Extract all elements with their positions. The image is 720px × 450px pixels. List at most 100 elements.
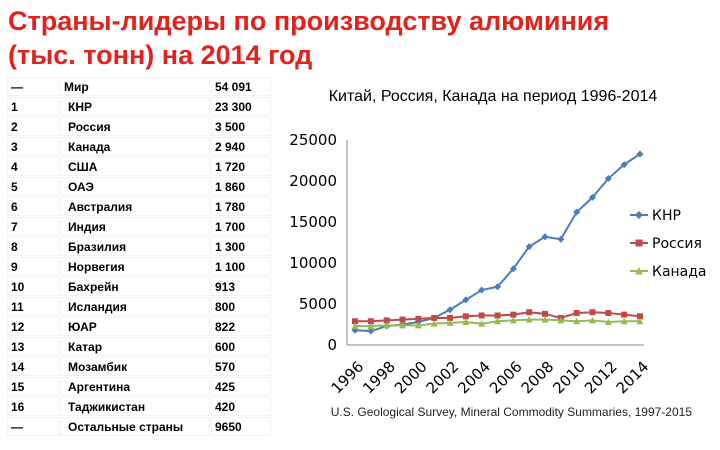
data-point-1 bbox=[478, 312, 485, 319]
legend-marker-1 bbox=[635, 239, 643, 247]
country-cell: Бахрейн bbox=[59, 276, 211, 297]
data-point-0 bbox=[620, 161, 628, 169]
x-tick-label: 1998 bbox=[359, 358, 399, 395]
data-point-1 bbox=[383, 317, 390, 324]
country-cell: Канада bbox=[59, 136, 211, 157]
country-cell: Мир bbox=[59, 76, 211, 97]
data-point-1 bbox=[399, 316, 406, 323]
rank-cell: — bbox=[6, 76, 60, 97]
table-row: 4 США 1 720 bbox=[6, 156, 272, 177]
country-cell: Бразилия bbox=[59, 236, 211, 257]
table-row: 16 Таджикистан 420 bbox=[6, 396, 272, 417]
rank-cell: 15 bbox=[6, 376, 60, 397]
data-point-0 bbox=[525, 243, 533, 251]
country-cell: Норвегия bbox=[59, 256, 211, 277]
table-row: 1 КНР 23 300 bbox=[6, 96, 272, 117]
rank-cell: 11 bbox=[6, 296, 60, 317]
data-point-0 bbox=[446, 306, 454, 314]
data-point-2 bbox=[573, 317, 581, 325]
page-title-line-2: (тыс. тонн) на 2014 год bbox=[8, 40, 313, 70]
value-cell: 913 bbox=[210, 276, 272, 297]
data-point-2 bbox=[414, 321, 422, 329]
legend-label-1: Россия bbox=[652, 236, 702, 252]
table-row: 10 Бахрейн 913 bbox=[6, 276, 272, 297]
value-cell: 570 bbox=[210, 356, 272, 377]
data-point-2 bbox=[351, 322, 359, 330]
country-cell: США bbox=[59, 156, 211, 177]
data-point-1 bbox=[621, 311, 628, 318]
value-cell: 800 bbox=[210, 296, 272, 317]
production-ranking-body: — Мир 54 091 1 КНР 23 300 2 Россия 3 500 3 Канада 2… bbox=[6, 76, 272, 437]
table-row: 9 Норвегия 1 100 bbox=[6, 256, 272, 277]
legend-marker-0 bbox=[635, 211, 643, 219]
data-point-0 bbox=[367, 327, 375, 335]
data-point-2 bbox=[636, 317, 644, 325]
data-point-1 bbox=[431, 314, 438, 321]
data-point-1 bbox=[510, 311, 517, 318]
data-point-1 bbox=[352, 318, 358, 325]
country-cell: ОАЭ bbox=[59, 176, 211, 197]
rank-cell: 2 bbox=[6, 116, 60, 137]
data-point-2 bbox=[589, 316, 596, 324]
rank-cell: 9 bbox=[6, 256, 60, 277]
rank-cell: 5 bbox=[6, 176, 60, 197]
y-tick-label: 10000 bbox=[290, 254, 337, 272]
rank-cell: 4 bbox=[6, 156, 60, 177]
x-tick-label: 2000 bbox=[391, 358, 431, 395]
table-row: 7 Индия 1 700 bbox=[6, 216, 272, 237]
table-row: 3 Канада 2 940 bbox=[6, 136, 272, 157]
table-row: 2 Россия 3 500 bbox=[6, 116, 272, 137]
data-point-1 bbox=[637, 313, 643, 320]
x-tick-label: 2014 bbox=[613, 358, 653, 395]
country-cell: Индия bbox=[59, 216, 211, 237]
y-tick-label: 25000 bbox=[290, 131, 337, 149]
rank-cell: 8 bbox=[6, 236, 60, 257]
table-row: 11 Исландия 800 bbox=[6, 296, 272, 317]
value-cell: 822 bbox=[210, 316, 272, 337]
legend-label-0: КНР bbox=[652, 208, 681, 224]
table-row: 6 Австралия 1 780 bbox=[6, 196, 272, 217]
value-cell: 1 720 bbox=[210, 156, 272, 177]
value-cell: 2 940 bbox=[210, 136, 272, 157]
data-point-2 bbox=[446, 319, 454, 326]
y-tick-label: 20000 bbox=[290, 172, 337, 190]
rank-cell: 7 bbox=[6, 216, 60, 237]
data-point-1 bbox=[526, 309, 533, 316]
data-point-0 bbox=[494, 283, 501, 291]
x-tick-label: 2004 bbox=[454, 358, 494, 395]
table-row: 15 Аргентина 425 bbox=[6, 376, 272, 397]
data-point-2 bbox=[509, 316, 517, 324]
data-point-1 bbox=[462, 313, 469, 320]
data-point-2 bbox=[478, 320, 486, 327]
value-cell: 420 bbox=[210, 396, 272, 417]
data-point-1 bbox=[573, 310, 580, 317]
country-cell: Исландия bbox=[59, 296, 211, 317]
data-point-1 bbox=[605, 310, 612, 317]
value-cell: 600 bbox=[210, 336, 272, 357]
x-tick-label: 2006 bbox=[486, 358, 526, 395]
value-cell: 9650 bbox=[210, 416, 272, 437]
table-row: 14 Мозамбик 570 bbox=[6, 356, 272, 377]
page-title: Страны-лидеры по производству алюминия (… bbox=[8, 4, 708, 72]
table-row: 12 ЮАР 822 bbox=[6, 316, 272, 337]
data-point-1 bbox=[447, 314, 453, 321]
country-cell: КНР bbox=[59, 96, 211, 117]
country-cell: Таджикистан bbox=[59, 396, 211, 417]
value-cell: 54 091 bbox=[210, 76, 272, 97]
data-point-0 bbox=[573, 208, 581, 216]
table-row: — Мир 54 091 bbox=[6, 76, 272, 97]
rank-cell: 10 bbox=[6, 276, 60, 297]
data-point-0 bbox=[589, 193, 596, 201]
data-point-0 bbox=[509, 265, 517, 273]
rank-cell: 13 bbox=[6, 336, 60, 357]
data-point-2 bbox=[620, 317, 628, 325]
country-cell: Мозамбик bbox=[59, 356, 211, 377]
table-row: — Остальные страны 9650 bbox=[6, 416, 272, 437]
table-row: 13 Катар 600 bbox=[6, 336, 272, 357]
data-point-0 bbox=[478, 286, 486, 294]
chart-title: Китай, Россия, Канада на период 1996-201… bbox=[328, 88, 658, 105]
y-tick-label: 15000 bbox=[290, 213, 337, 231]
data-point-2 bbox=[557, 316, 565, 324]
data-point-1 bbox=[367, 318, 374, 325]
y-tick-label: 0 bbox=[327, 336, 337, 354]
